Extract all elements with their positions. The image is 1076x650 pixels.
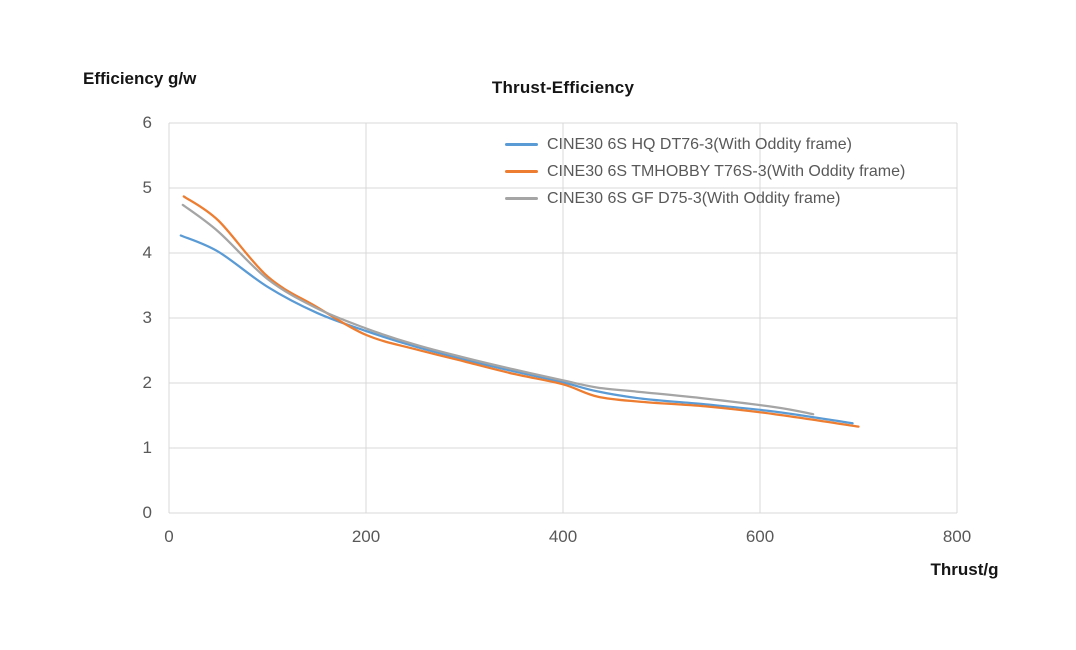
y-tick-label: 0 xyxy=(142,503,152,522)
y-tick-label: 1 xyxy=(142,438,152,457)
series-line-1 xyxy=(182,195,860,428)
x-tick-label: 0 xyxy=(164,527,174,546)
legend-item: CINE30 6S GF D75-3(With Oddity frame) xyxy=(505,185,905,212)
legend-swatch-line xyxy=(505,197,538,200)
legend-label: CINE30 6S HQ DT76-3(With Oddity frame) xyxy=(547,135,852,153)
x-axis-title: Thrust/g xyxy=(930,560,999,579)
legend-swatch-line xyxy=(505,143,538,146)
x-tick-label: 400 xyxy=(548,527,578,546)
y-tick-label: 2 xyxy=(142,373,152,392)
legend-label: CINE30 6S GF D75-3(With Oddity frame) xyxy=(547,189,841,207)
legend: CINE30 6S HQ DT76-3(With Oddity frame) CI… xyxy=(505,131,905,212)
y-axis-title: Efficiency g/w xyxy=(83,69,197,88)
x-tick-label: 600 xyxy=(745,527,775,546)
series-line-2 xyxy=(181,203,815,416)
x-tick-label: 800 xyxy=(942,527,972,546)
legend-label: CINE30 6S TMHOBBY T76S-3(With Oddity fra… xyxy=(547,162,906,180)
y-tick-label: 3 xyxy=(142,308,152,327)
legend-item: CINE30 6S TMHOBBY T76S-3(With Oddity fra… xyxy=(505,158,905,185)
chart-title: Thrust-Efficiency xyxy=(491,78,635,97)
series-line-0 xyxy=(179,234,854,425)
y-tick-label: 4 xyxy=(142,243,152,262)
legend-swatch-line xyxy=(505,170,538,173)
x-tick-label: 200 xyxy=(351,527,381,546)
y-tick-label: 5 xyxy=(142,178,152,197)
legend-item: CINE30 6S HQ DT76-3(With Oddity frame) xyxy=(505,131,905,158)
y-tick-label: 6 xyxy=(142,113,152,132)
